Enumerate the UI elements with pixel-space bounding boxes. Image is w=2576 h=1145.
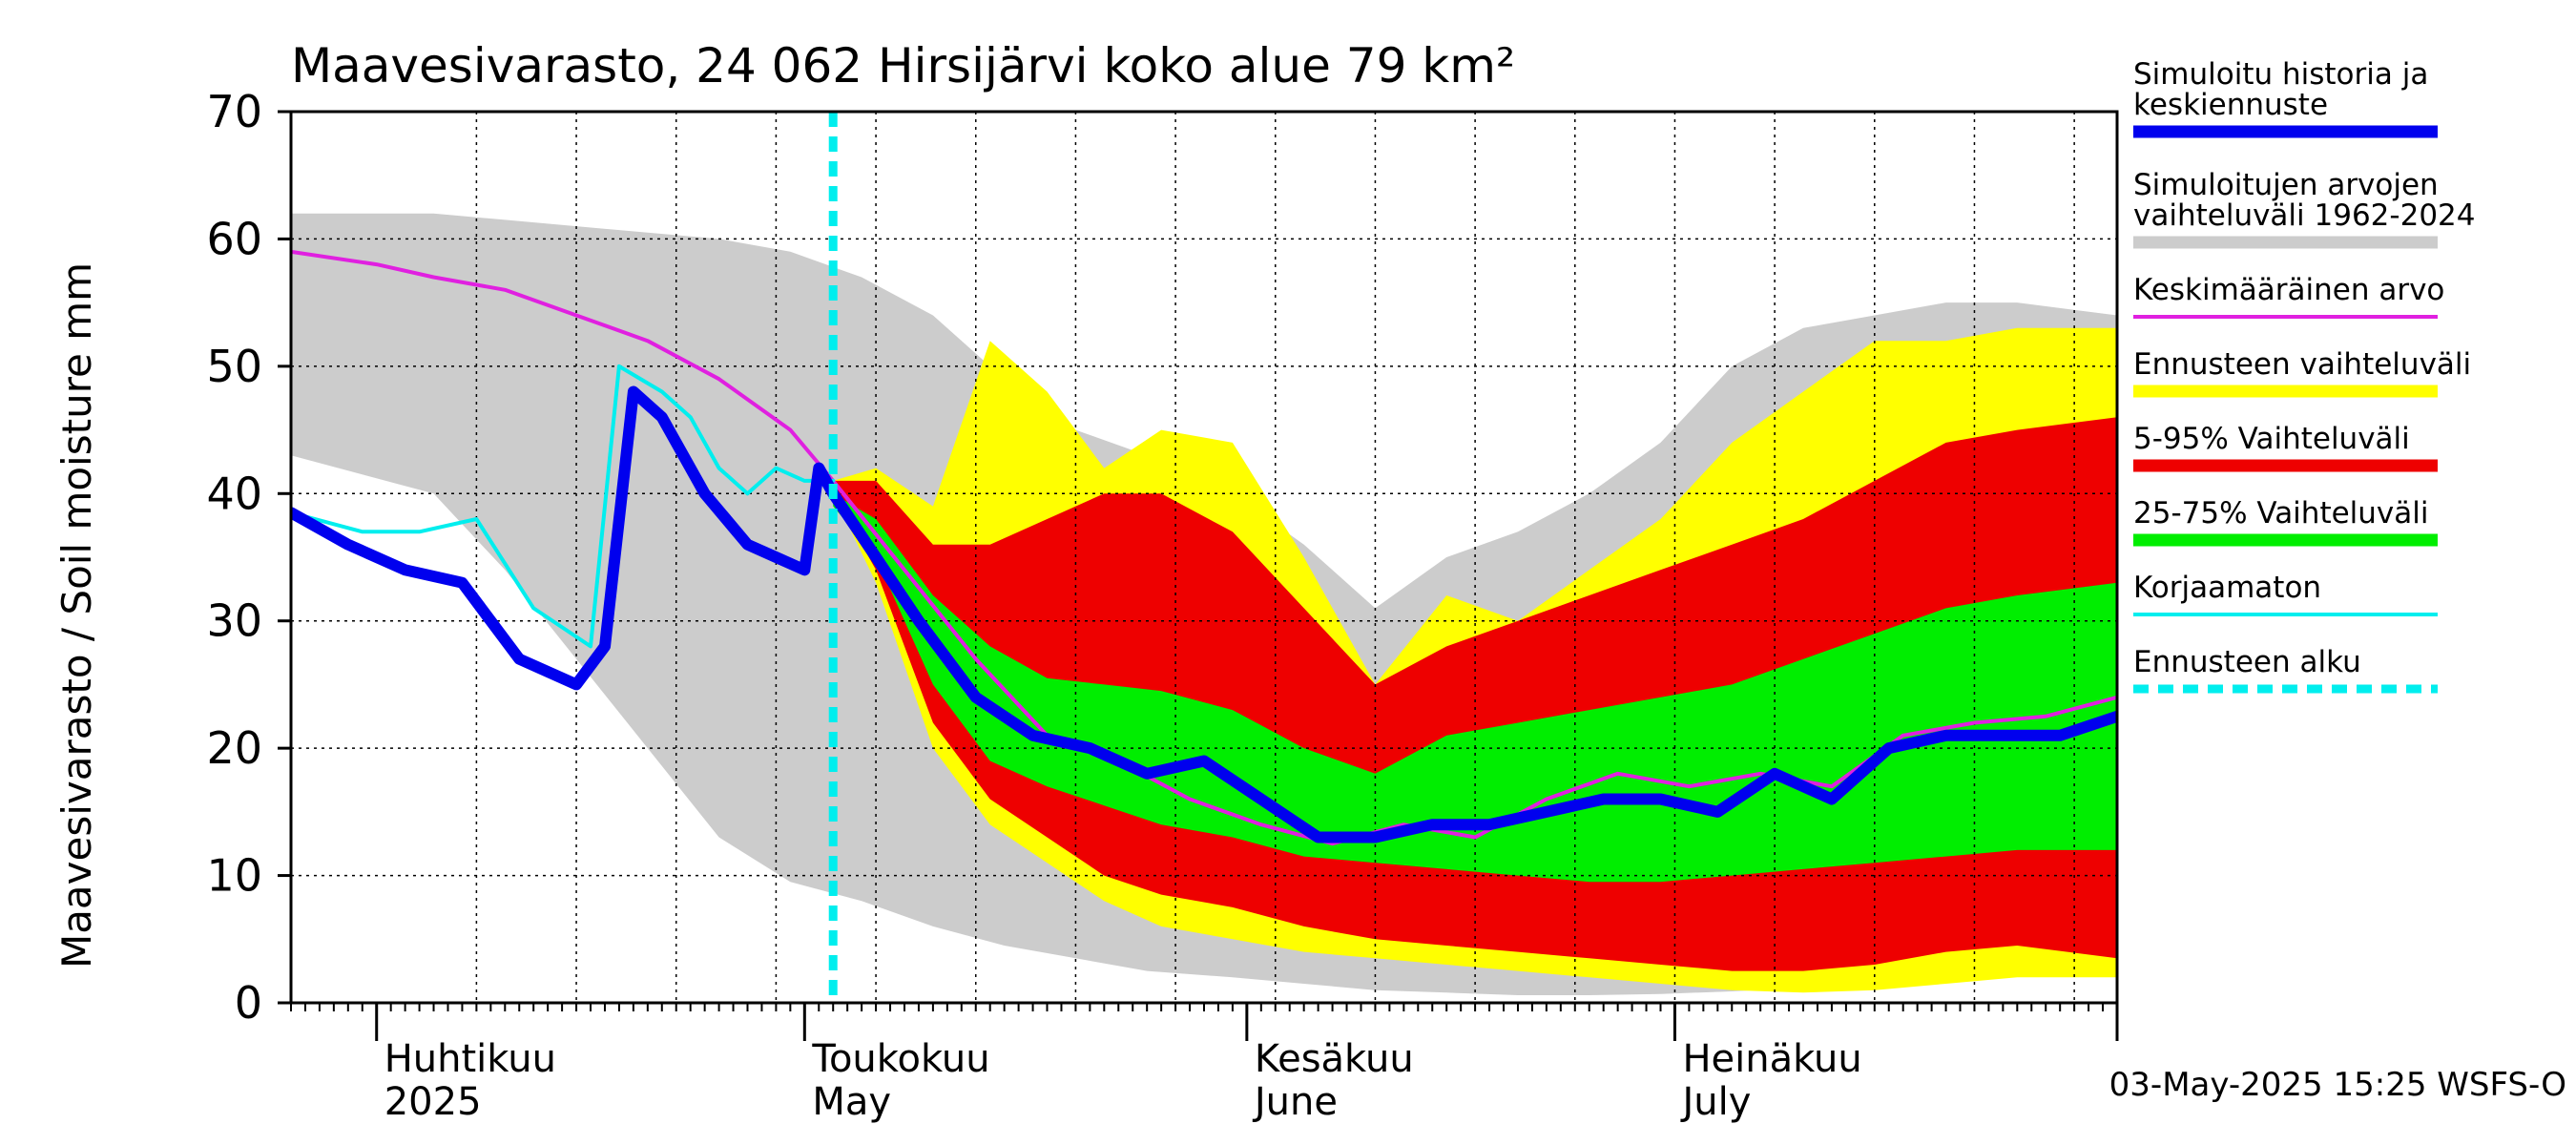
legend-item-korjaamaton: Korjaamaton [2133,571,2438,616]
month-label-bottom: May [812,1080,891,1124]
legend-label: Simuloitujen arvojen [2133,168,2439,202]
legend-label: Ennusteen vaihteluväli [2133,347,2471,382]
x-axis-ticks [290,1003,2119,1041]
y-tick-label: 70 [206,86,262,137]
legend-label: Korjaamaton [2133,571,2321,605]
y-tick-label: 40 [206,468,262,519]
legend-label: 25-75% Vaihteluväli [2133,496,2429,531]
legend-item-ennusteen-alku: Ennusteen alku [2133,645,2438,694]
y-tick-label: 30 [206,595,262,647]
series-lines [291,249,2117,846]
y-axis-ticks: 0 10 20 30 40 50 60 70 [206,86,291,1029]
legend-label: Keskimääräinen arvo [2133,273,2444,307]
legend-item-ennusteen-vaihteluvali: Ennusteen vaihteluväli [2133,347,2471,398]
legend-item-keskimaarainen-arvo: Keskimääräinen arvo [2133,273,2444,319]
chart-title: Maavesivarasto, 24 062 Hirsijärvi koko a… [291,38,1515,94]
line-simuloitu-historia-ja-keskiennuste [291,385,2117,843]
legend-label: keskiennuste [2133,88,2328,122]
legend-item-5-95-vaihteluvali: 5-95% Vaihteluväli [2133,422,2438,472]
legend-label: Simuloitu historia ja [2133,57,2428,92]
month-label-top: Kesäkuu [1255,1037,1414,1081]
y-axis-title: Maavesivarasto / Soil moisture mm [53,262,100,968]
month-label-top: Toukokuu [811,1037,989,1081]
legend-label: Ennusteen alku [2133,645,2361,679]
line-korjaamaton [291,364,836,649]
month-label-top: Heinäkuu [1682,1037,1861,1081]
y-tick-label: 10 [206,850,262,902]
y-tick-label: 50 [206,341,262,392]
month-label-bottom: 2025 [384,1080,482,1124]
y-tick-label: 0 [235,977,262,1029]
legend-label: 5-95% Vaihteluväli [2133,422,2410,456]
line-keskimaarainen-arvo [291,249,2117,846]
month-label-top: Huhtikuu [384,1037,556,1081]
month-label-bottom: June [1252,1080,1338,1124]
y-tick-label: 20 [206,722,262,774]
month-label-bottom: July [1679,1080,1751,1124]
footer-timestamp: 03-May-2025 15:25 WSFS-O [2109,1066,2566,1104]
legend: Simuloitu historia jakeskiennusteSimuloi… [2133,57,2475,694]
legend-item-25-75-vaihteluvali: 25-75% Vaihteluväli [2133,496,2438,547]
y-tick-label: 60 [206,213,262,264]
legend-label: vaihteluväli 1962-2024 [2133,198,2475,233]
